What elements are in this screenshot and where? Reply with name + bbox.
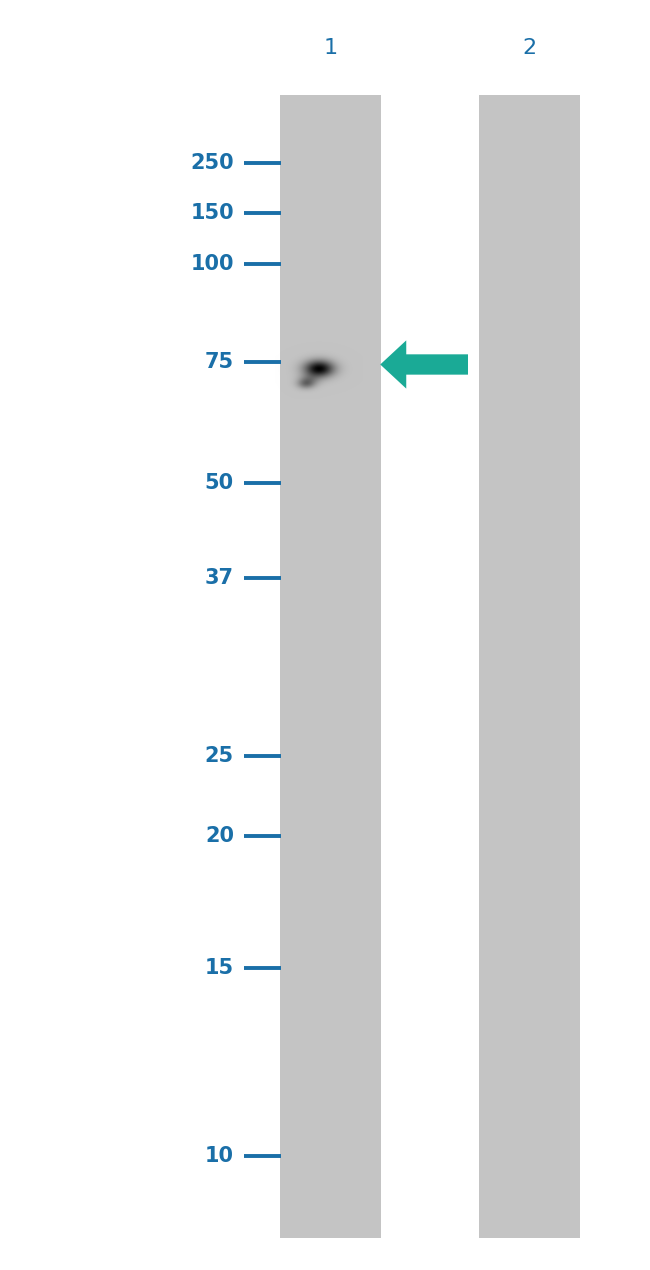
- Text: 50: 50: [205, 472, 234, 493]
- Text: 25: 25: [205, 745, 234, 766]
- Text: 75: 75: [205, 352, 234, 372]
- Text: 2: 2: [523, 38, 537, 58]
- Text: 1: 1: [323, 38, 337, 58]
- Text: 15: 15: [205, 958, 234, 978]
- Text: 250: 250: [190, 152, 234, 173]
- Bar: [479, 95, 580, 1238]
- Bar: [280, 95, 381, 1238]
- Text: 150: 150: [190, 203, 234, 224]
- Text: 20: 20: [205, 826, 234, 846]
- Text: 37: 37: [205, 568, 234, 588]
- Text: 100: 100: [190, 254, 234, 274]
- Text: 10: 10: [205, 1146, 234, 1166]
- FancyArrow shape: [380, 340, 468, 389]
